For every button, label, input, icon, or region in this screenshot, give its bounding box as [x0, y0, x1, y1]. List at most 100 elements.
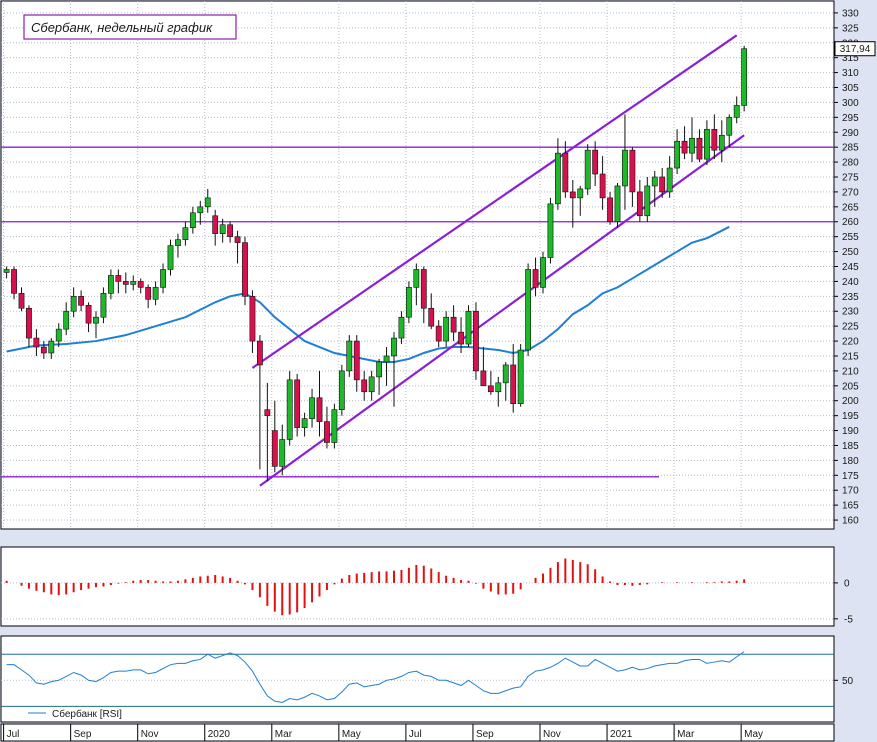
time-tick-label: Sep — [476, 729, 494, 740]
rsi-line — [6, 651, 745, 703]
candle-body — [152, 287, 159, 300]
candle-body — [309, 397, 315, 419]
candle — [420, 266, 427, 324]
candle — [271, 400, 278, 473]
candle-body — [279, 439, 286, 467]
time-axis: Jul Sep Nov 2020 Mar May Jul Sep Nov 2021 Mar May — [0, 723, 835, 742]
candle-body — [115, 275, 122, 282]
candle-body — [502, 364, 509, 384]
candle-body — [666, 167, 673, 193]
price-panel: 160 165 170 175 180 185 190 195 200 205 210 215 220 2… — [0, 0, 876, 722]
candle — [547, 197, 554, 264]
candle — [622, 114, 628, 210]
candle — [338, 364, 345, 416]
candle-body — [167, 245, 174, 270]
candle — [487, 370, 494, 395]
candle — [85, 302, 92, 333]
candle-body — [584, 149, 591, 190]
candle — [569, 179, 576, 228]
candle — [644, 177, 651, 222]
candle-body — [726, 117, 733, 136]
candle — [711, 114, 718, 160]
candle-body — [48, 340, 55, 354]
candle — [197, 200, 204, 225]
candle — [93, 311, 99, 339]
candle — [182, 221, 189, 246]
price-tick-label: 180 — [842, 456, 859, 467]
horizontal-levels — [1, 146, 834, 478]
candle-body — [420, 269, 427, 309]
macd-panel: 0 -5 — [0, 546, 853, 627]
candle-body — [122, 281, 129, 285]
candle-body — [137, 281, 144, 288]
candle-body — [338, 370, 345, 410]
candle-body — [271, 430, 278, 467]
candle — [353, 335, 360, 392]
candle-body — [689, 137, 695, 154]
candle-body — [264, 409, 271, 416]
price-tick-label: 225 — [842, 322, 859, 333]
candle — [175, 233, 181, 258]
candle — [443, 311, 450, 348]
candle-body — [11, 269, 17, 294]
candle — [100, 287, 107, 324]
candle — [70, 287, 77, 318]
candle-body — [301, 418, 308, 428]
candle — [189, 206, 196, 234]
candle — [674, 129, 680, 175]
candle-body — [711, 128, 718, 151]
price-tick-label: 260 — [842, 217, 859, 228]
candle — [703, 120, 710, 166]
candle — [152, 281, 159, 306]
candle-body — [18, 293, 25, 309]
time-tick-label: Mar — [677, 729, 695, 740]
candle-body — [703, 128, 710, 160]
candle — [473, 302, 479, 380]
candle-body — [353, 340, 360, 381]
rsi-panel-frame — [0, 635, 835, 723]
candle — [592, 141, 599, 186]
candle — [718, 120, 725, 163]
candle — [689, 117, 695, 163]
candle — [234, 230, 241, 264]
time-tick-label: Sep — [74, 729, 92, 740]
price-tick-label: 165 — [842, 501, 859, 512]
candle — [562, 141, 569, 198]
candle — [525, 263, 531, 356]
candle — [383, 347, 390, 386]
price-tick-label: 295 — [842, 113, 859, 124]
last-price-box — [834, 41, 876, 57]
price-tick-label: 275 — [842, 173, 859, 184]
candle — [659, 168, 666, 198]
candle — [584, 144, 591, 195]
price-tick-label: 190 — [842, 426, 859, 437]
candle-body — [629, 149, 636, 193]
candle-body — [249, 296, 256, 342]
candle — [510, 344, 517, 413]
candle-body — [26, 307, 32, 339]
candle-body — [569, 191, 576, 199]
candle — [681, 126, 688, 160]
price-tick-label: 305 — [842, 83, 859, 94]
rsi-legend-label: Сбербанк [RSI] — [52, 708, 122, 720]
candle-body — [674, 140, 680, 169]
price-tick-label: 250 — [842, 247, 859, 258]
price-tick-label: 160 — [842, 516, 859, 527]
candle — [122, 272, 129, 294]
candle-body — [473, 310, 479, 372]
candle-body — [458, 331, 464, 345]
candle — [636, 179, 643, 222]
candle-body — [495, 382, 502, 393]
rsi-legend: Сбербанк [RSI] — [28, 708, 122, 720]
price-tick-label: 205 — [842, 381, 859, 392]
candle — [741, 45, 748, 112]
price-tick-label: 240 — [842, 277, 859, 288]
price-tick-label: 220 — [842, 337, 859, 348]
candle — [331, 403, 338, 449]
price-tick-label: 270 — [842, 187, 859, 198]
time-tick-label: Mar — [275, 729, 293, 740]
price-tick-label: 285 — [842, 143, 859, 154]
macd-panel-frame — [0, 546, 835, 627]
price-tick-label: 280 — [842, 158, 859, 169]
rsi-series-line — [6, 651, 745, 703]
